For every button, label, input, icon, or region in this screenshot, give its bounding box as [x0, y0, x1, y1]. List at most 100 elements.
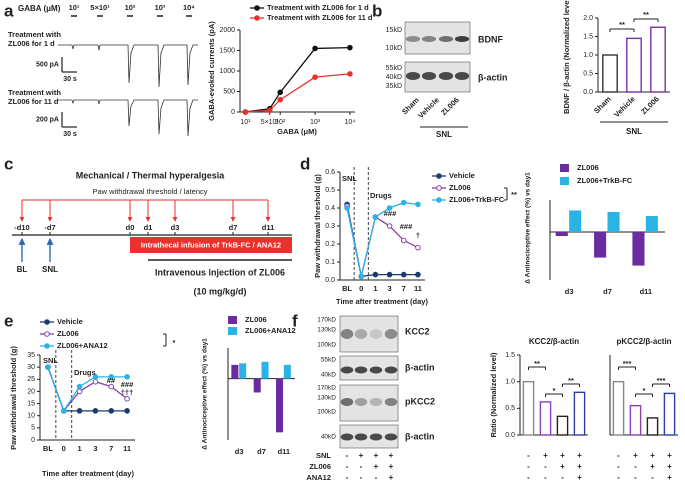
series-line: [245, 46, 350, 113]
y-tick-label: 2.0: [583, 15, 593, 22]
bar: [522, 380, 535, 436]
data-point: [415, 244, 421, 251]
legend-swatch: [228, 316, 237, 324]
label: Intravenous injection of ZL006: [155, 267, 285, 277]
data-point: [312, 74, 318, 80]
x-tick-label: d11: [278, 447, 291, 456]
label: 15kD: [386, 27, 402, 34]
blot-band: [438, 36, 454, 42]
data-point: [124, 408, 130, 414]
label: +: [633, 451, 638, 460]
label: -: [375, 473, 378, 482]
blot-band: [354, 366, 368, 374]
x-axis-label: GABA (μM): [277, 127, 317, 136]
legend-label: ZL006: [449, 183, 471, 192]
annotation: SNL: [342, 174, 357, 183]
label: SNL: [42, 265, 58, 274]
bar: [231, 364, 239, 379]
panel-letter: b: [372, 1, 382, 20]
group-label: SNL: [626, 127, 642, 136]
y-tick-label: 1.5: [505, 352, 515, 359]
label: -: [617, 451, 620, 460]
y-tick-label: 15: [27, 400, 35, 407]
annotation: ###: [400, 222, 413, 231]
y-tick-label: 5: [31, 425, 35, 432]
legend-marker: [436, 197, 442, 203]
current-trace: [58, 44, 198, 88]
annotation: *: [173, 338, 176, 347]
data-point: [386, 205, 393, 211]
annotation: *: [553, 386, 556, 395]
label: +: [650, 462, 655, 471]
data-point: [415, 271, 421, 278]
blot: [340, 425, 398, 448]
label: 55kD: [386, 65, 402, 72]
label: d11: [262, 223, 275, 232]
bar: [556, 415, 569, 436]
x-tick-label: ZL006: [639, 94, 661, 116]
blot-band: [354, 398, 368, 406]
label: Vehicle: [416, 95, 441, 120]
x-tick-label: 10²: [275, 119, 286, 126]
label: Paw withdrawal threshold / latency: [92, 187, 207, 196]
label: +: [359, 451, 364, 460]
blot-band: [421, 36, 437, 42]
blot-band: [369, 433, 383, 441]
y-tick-label: 0.5: [325, 187, 335, 194]
data-point: [242, 109, 249, 115]
label: 130kD: [317, 395, 336, 402]
bar: [253, 378, 261, 393]
blot-band: [369, 366, 383, 374]
label: +: [667, 462, 672, 471]
current-trace: [58, 99, 198, 137]
label: 40kD: [321, 372, 336, 379]
x-tick-label: BL: [342, 284, 352, 293]
bar: [650, 26, 666, 93]
legend-label: Vehicle: [57, 317, 83, 326]
series-line: [346, 206, 419, 277]
blot-band: [384, 398, 398, 406]
label: 10³: [155, 3, 166, 12]
x-tick-label: 7: [402, 284, 406, 293]
x-tick-label: 1: [373, 284, 377, 293]
data-point: [312, 45, 318, 52]
label: -: [634, 473, 637, 482]
label: d7: [229, 223, 238, 232]
blot-frame: [404, 61, 471, 93]
annotation: †: [416, 231, 420, 240]
label: β-actin: [405, 431, 435, 441]
label: 55kD: [321, 357, 336, 364]
bar: [261, 361, 269, 379]
panel-letter: e: [4, 311, 13, 330]
label: KCC2: [405, 326, 430, 336]
x-tick-label: 3: [93, 444, 97, 453]
label: -: [346, 451, 349, 460]
x-tick-label: BL: [43, 444, 53, 453]
label: -d10: [14, 223, 29, 232]
blot-band: [354, 433, 368, 441]
label: -: [617, 462, 620, 471]
label: -: [561, 473, 564, 482]
annotation: †††: [121, 388, 134, 397]
bar: [569, 210, 582, 232]
trace-label: Treatment with ZL006 for 11 d: [8, 88, 61, 106]
legend-label: Vehicle: [449, 171, 475, 180]
y-tick-label: 0.0: [325, 277, 335, 284]
data-point: [347, 44, 353, 51]
blot-band: [384, 366, 398, 374]
label: +: [374, 451, 379, 460]
annotation: ###: [121, 380, 134, 389]
label: 10kD: [386, 45, 402, 52]
legend-swatch: [560, 164, 569, 172]
legend-label: ZL006: [57, 329, 79, 338]
data-point: [386, 223, 393, 229]
annotation: SNL: [43, 356, 58, 365]
data-point: [92, 374, 99, 380]
blot-band: [340, 433, 354, 441]
label: +: [374, 462, 379, 471]
label: +: [389, 473, 394, 482]
y-tick-label: 1.5: [583, 33, 593, 40]
legend-marker: [436, 185, 442, 191]
label: -: [360, 473, 363, 482]
x-tick-label: Vehicle: [612, 94, 637, 119]
